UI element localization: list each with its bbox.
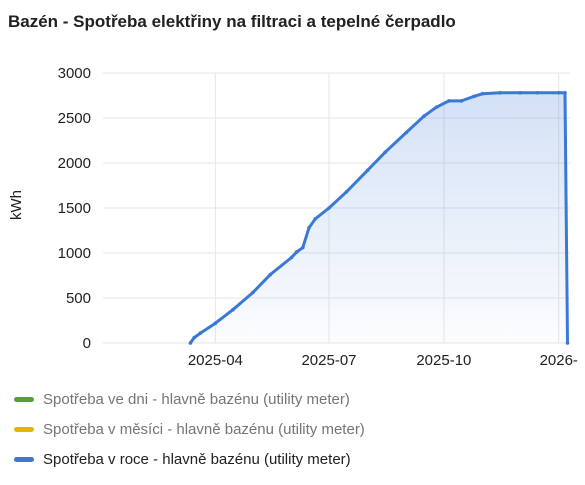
- data-point[interactable]: [294, 250, 299, 254]
- data-point[interactable]: [518, 91, 522, 95]
- legend-swatch: [14, 396, 34, 402]
- data-point[interactable]: [557, 91, 561, 95]
- legend-item-daily[interactable]: Spotřeba ve dni - hlavně bazénu (utility…: [14, 384, 365, 414]
- data-point[interactable]: [565, 341, 570, 345]
- x-tick-label: 2025-07: [301, 352, 356, 369]
- data-point[interactable]: [188, 341, 193, 345]
- data-point[interactable]: [422, 114, 426, 118]
- data-point[interactable]: [251, 290, 255, 295]
- data-point[interactable]: [498, 91, 502, 95]
- legend-label: Spotřeba v měsíci - hlavně bazénu (utili…: [43, 420, 365, 438]
- data-point[interactable]: [307, 226, 311, 230]
- x-tick-label: 2025-04: [188, 352, 243, 369]
- legend: Spotřeba ve dni - hlavně bazénu (utility…: [14, 384, 365, 474]
- data-point[interactable]: [231, 307, 235, 312]
- data-point[interactable]: [192, 335, 196, 340]
- y-axis-ticks: 0 500 1000 1500 2000 2500 3000: [58, 65, 91, 352]
- x-tick-label: 2026-: [540, 352, 578, 369]
- data-point[interactable]: [213, 321, 218, 326]
- y-tick-label: 1000: [58, 245, 91, 262]
- legend-label: Spotřeba ve dni - hlavně bazénu (utility…: [43, 390, 350, 408]
- data-point[interactable]: [301, 245, 305, 250]
- x-tick-label: 2025-10: [416, 352, 471, 369]
- data-point[interactable]: [404, 130, 409, 135]
- data-point[interactable]: [268, 272, 273, 277]
- data-point[interactable]: [434, 105, 439, 109]
- y-tick-label: 1500: [58, 200, 91, 217]
- data-point[interactable]: [563, 91, 567, 95]
- data-point[interactable]: [480, 91, 485, 96]
- data-point[interactable]: [289, 255, 294, 260]
- legend-label: Spotřeba v roce - hlavně bazénu (utility…: [43, 450, 351, 468]
- y-tick-label: 0: [83, 335, 91, 352]
- data-point[interactable]: [198, 331, 203, 335]
- data-point[interactable]: [447, 99, 451, 103]
- legend-item-monthly[interactable]: Spotřeba v měsíci - hlavně bazénu (utili…: [14, 414, 365, 444]
- y-tick-label: 3000: [58, 65, 91, 82]
- data-point[interactable]: [365, 168, 370, 172]
- y-tick-label: 2500: [58, 110, 91, 127]
- y-tick-label: 2000: [58, 155, 91, 172]
- y-axis-label: kWh: [8, 190, 25, 220]
- data-point[interactable]: [535, 91, 540, 95]
- series-area: [190, 92, 565, 343]
- legend-swatch: [14, 456, 34, 462]
- legend-swatch: [14, 426, 34, 432]
- data-point[interactable]: [313, 217, 318, 221]
- data-point[interactable]: [472, 94, 476, 99]
- data-point[interactable]: [327, 206, 331, 210]
- plot-area: [188, 91, 570, 345]
- legend-item-yearly[interactable]: Spotřeba v roce - hlavně bazénu (utility…: [14, 444, 365, 474]
- data-point[interactable]: [383, 150, 388, 154]
- card-title: Bazén - Spotřeba elektřiny na filtraci a…: [8, 12, 456, 31]
- y-tick-label: 500: [66, 290, 91, 307]
- x-axis-ticks: 2025-04 2025-07 2025-10 2026-: [188, 352, 578, 369]
- data-point[interactable]: [344, 190, 349, 194]
- data-point[interactable]: [459, 99, 464, 103]
